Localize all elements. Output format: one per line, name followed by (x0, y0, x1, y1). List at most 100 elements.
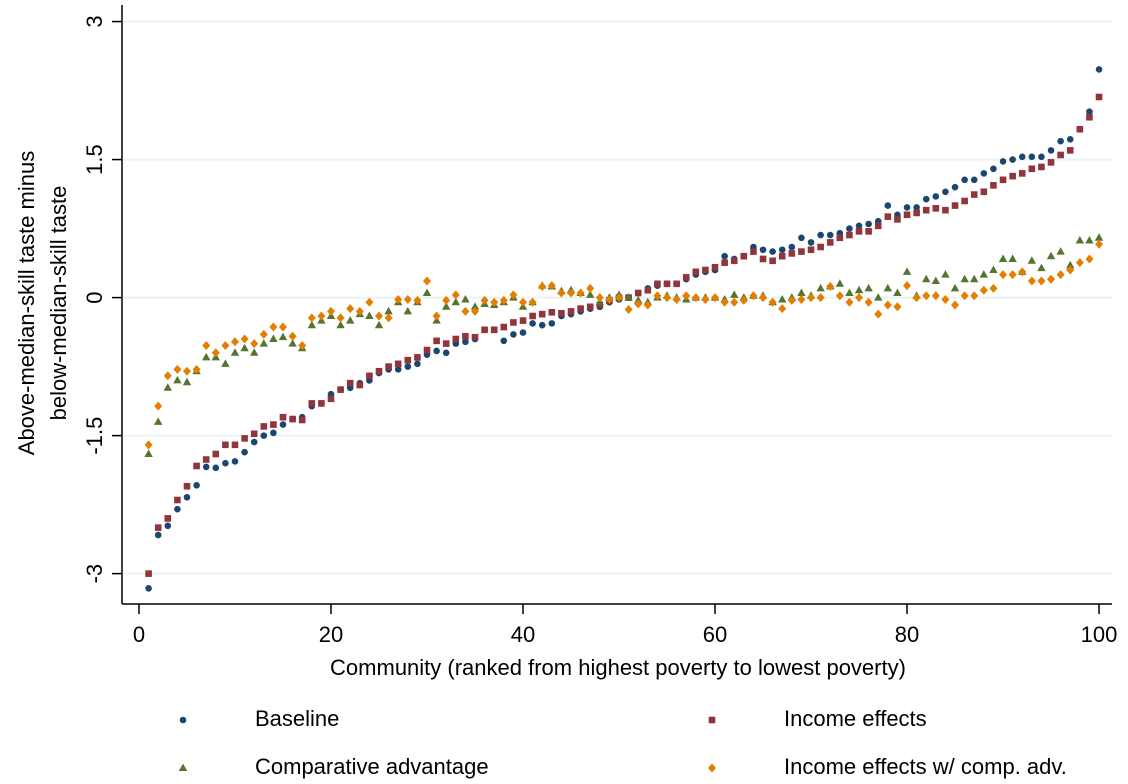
point (740, 252, 748, 260)
point (778, 252, 786, 260)
point (433, 337, 440, 345)
point (1075, 236, 1085, 244)
point (663, 280, 671, 288)
point (999, 176, 1007, 184)
point (145, 585, 152, 592)
point (346, 304, 355, 314)
point (451, 290, 460, 300)
y-tick-label: 3 (82, 15, 107, 27)
point (509, 290, 518, 300)
x-tick-label: 100 (1081, 622, 1118, 647)
point (998, 254, 1008, 262)
point (154, 401, 163, 411)
point (250, 339, 259, 349)
point (346, 316, 355, 324)
point (442, 295, 451, 305)
point (1056, 270, 1065, 280)
point (260, 432, 268, 439)
point (1009, 156, 1016, 163)
point (260, 423, 268, 430)
point (826, 231, 834, 239)
point (1027, 276, 1036, 286)
point (567, 308, 575, 315)
point (1047, 274, 1056, 284)
point (1038, 153, 1045, 161)
point (192, 364, 201, 374)
point (692, 268, 700, 276)
point (1009, 172, 1016, 180)
point (1028, 153, 1036, 161)
point (1027, 256, 1037, 264)
point (288, 331, 297, 341)
point (884, 213, 892, 220)
point (510, 319, 517, 326)
point (470, 302, 480, 310)
point (615, 293, 624, 303)
point (164, 522, 172, 530)
point (384, 313, 393, 323)
point (931, 276, 941, 285)
point (951, 183, 959, 191)
legend-marker (178, 763, 188, 771)
point (346, 379, 354, 387)
point (461, 294, 470, 303)
point (462, 338, 469, 346)
point (999, 158, 1007, 165)
legend-marker (179, 716, 187, 724)
point (624, 305, 633, 315)
point (222, 459, 229, 467)
point (605, 294, 614, 304)
point (1095, 93, 1103, 101)
point (721, 252, 728, 260)
y-axis-label: Above-median-skill taste minus (14, 151, 39, 455)
point (817, 243, 824, 251)
point (960, 291, 969, 301)
point (654, 280, 661, 288)
legend-marker (708, 716, 716, 724)
point (145, 570, 152, 577)
point (865, 228, 872, 235)
point (548, 320, 556, 327)
point (989, 283, 998, 293)
point (163, 383, 172, 391)
point (835, 291, 844, 301)
point (577, 305, 584, 312)
point (289, 415, 296, 423)
point (490, 326, 498, 334)
point (394, 366, 402, 373)
point (394, 294, 403, 304)
point (634, 289, 642, 297)
point (797, 288, 806, 296)
point (529, 312, 536, 320)
point (750, 248, 757, 255)
point (942, 206, 949, 214)
point (298, 340, 307, 350)
point (202, 456, 210, 463)
point (270, 421, 277, 428)
point (990, 182, 997, 189)
point (548, 309, 556, 316)
point (557, 288, 566, 298)
point (1047, 159, 1055, 166)
point (893, 302, 902, 312)
point (269, 322, 278, 332)
point (451, 297, 461, 306)
point (1075, 258, 1084, 268)
point (173, 364, 182, 374)
point (356, 381, 364, 389)
point (327, 395, 335, 403)
point (250, 438, 258, 446)
point (221, 340, 230, 350)
point (864, 283, 873, 292)
point (999, 270, 1008, 280)
point (154, 524, 162, 531)
point (366, 372, 373, 380)
point (970, 191, 978, 198)
y-tick-label: 1.5 (82, 144, 107, 175)
point (826, 282, 835, 292)
point (644, 286, 652, 294)
point (250, 430, 258, 438)
point (941, 270, 950, 278)
point (576, 288, 585, 298)
